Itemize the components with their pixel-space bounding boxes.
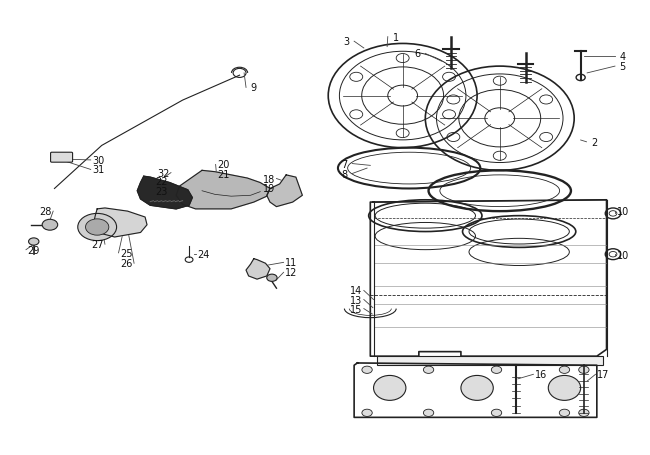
Text: 32: 32 [157,168,170,178]
Text: 13: 13 [350,295,362,305]
Polygon shape [266,176,302,207]
Circle shape [578,366,589,374]
Circle shape [29,238,39,246]
Polygon shape [94,208,147,238]
Polygon shape [176,171,270,209]
Ellipse shape [549,376,580,400]
Text: 18: 18 [263,174,275,184]
Text: 10: 10 [617,251,629,261]
Text: 28: 28 [39,207,51,217]
Text: 10: 10 [617,207,629,217]
Circle shape [86,219,109,236]
Text: 29: 29 [27,245,40,255]
Text: 2: 2 [591,137,597,147]
Text: 7: 7 [341,159,348,169]
Text: 6: 6 [415,49,421,59]
Text: 14: 14 [350,286,362,296]
Polygon shape [137,177,192,209]
Circle shape [423,410,434,416]
Circle shape [42,220,58,231]
Text: 31: 31 [92,165,105,175]
Text: 21: 21 [217,169,229,179]
Text: 16: 16 [535,369,547,379]
Text: 26: 26 [120,259,133,268]
Circle shape [578,410,589,416]
Circle shape [116,219,126,227]
Text: 8: 8 [341,169,348,179]
Text: 25: 25 [120,248,133,258]
Circle shape [362,366,372,374]
Ellipse shape [461,376,493,400]
Circle shape [362,410,372,416]
Text: 17: 17 [597,369,610,379]
Polygon shape [246,259,270,279]
Text: 4: 4 [619,51,626,61]
Text: 9: 9 [251,83,257,93]
Circle shape [491,366,502,374]
Text: 3: 3 [343,37,350,47]
Text: 15: 15 [350,304,362,314]
Text: 11: 11 [285,258,298,268]
Text: 19: 19 [263,184,275,194]
Ellipse shape [374,376,406,400]
Circle shape [559,410,569,416]
Text: 22: 22 [155,177,168,187]
Circle shape [559,366,569,374]
Circle shape [491,410,502,416]
Text: 30: 30 [92,156,105,166]
Text: 24: 24 [197,250,209,260]
Circle shape [423,366,434,374]
Bar [377,356,603,365]
FancyBboxPatch shape [51,153,73,163]
Text: 23: 23 [156,187,168,196]
Text: 12: 12 [285,268,298,278]
Text: 20: 20 [217,160,229,170]
Text: 27: 27 [91,240,103,250]
Text: 5: 5 [619,62,626,72]
Text: 1: 1 [393,33,398,43]
Ellipse shape [78,214,116,241]
Circle shape [266,274,277,282]
